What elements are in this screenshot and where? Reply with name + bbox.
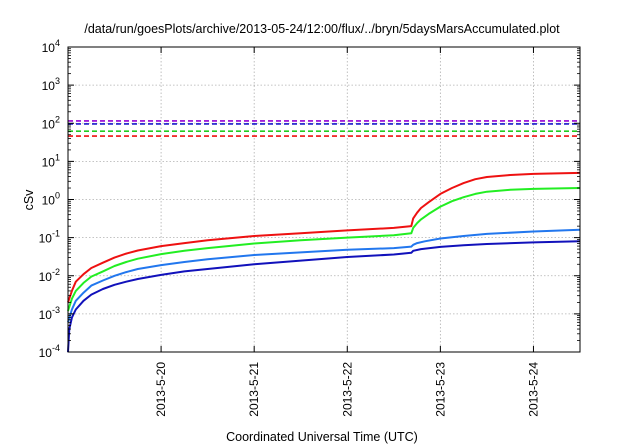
data-series <box>67 171 581 353</box>
y-axis-label: cSv <box>22 189 36 211</box>
y-axis-ticks: 10-4 10-3 10-2 10-1 100 101 102 103 104 <box>39 38 580 360</box>
series-line-4 <box>67 240 581 353</box>
threshold-lines <box>68 120 580 137</box>
series-line-1 <box>67 171 581 303</box>
y-tick-label: 103 <box>42 76 60 93</box>
x-axis-label: Coordinated Universal Time (UTC) <box>226 430 418 444</box>
y-tick-label: 10-3 <box>39 305 60 322</box>
x-tick-label: 2013-5-23 <box>433 362 447 417</box>
chart-title: /data/run/goesPlots/archive/2013-05-24/1… <box>84 22 560 36</box>
y-tick-label: 102 <box>42 114 60 131</box>
series-line-3 <box>67 228 581 323</box>
y-tick-label: 10-1 <box>39 229 60 246</box>
y-tick-label: 10-4 <box>39 343 60 360</box>
x-tick-label: 2013-5-20 <box>154 362 168 417</box>
x-axis-ticks: 2013-5-20 2013-5-21 2013-5-22 2013-5-23 2013… <box>154 47 540 417</box>
x-tick-label: 2013-5-21 <box>247 362 261 417</box>
x-tick-label: 2013-5-24 <box>526 362 540 417</box>
y-tick-label: 10-2 <box>39 267 60 284</box>
series-line-2 <box>67 187 581 312</box>
y-tick-label: 101 <box>42 152 60 169</box>
y-tick-label: 104 <box>42 38 60 55</box>
grid <box>68 47 580 352</box>
x-tick-label: 2013-5-22 <box>340 362 354 417</box>
y-tick-label: 100 <box>42 191 60 208</box>
